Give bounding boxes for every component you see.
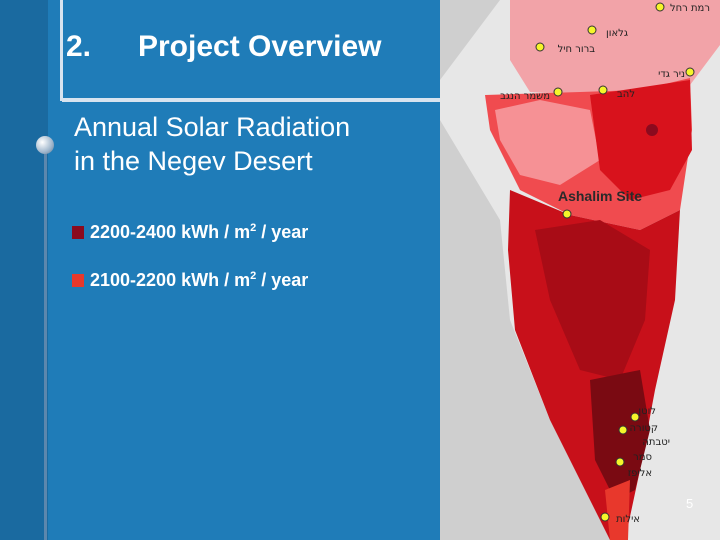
subtitle-line-1: Annual Solar Radiation	[74, 112, 351, 142]
pale-pocket	[495, 100, 600, 185]
subtitle: Annual Solar Radiation in the Negev Dese…	[74, 110, 350, 178]
town-ramat-rachel: רמת רחל	[670, 3, 710, 14]
town-bror-hayil: ברור חיל	[558, 44, 596, 55]
town-samar: סמר	[633, 452, 652, 463]
legend-swatch-medium	[72, 274, 84, 287]
town-markers	[535, 2, 695, 522]
legend-item-medium: 2100-2200 kWh / m2 / year	[72, 270, 308, 291]
decorative-line	[44, 150, 47, 540]
page-number: 5	[686, 496, 694, 511]
town-galon: גלאון	[606, 28, 628, 39]
title-divider	[62, 100, 452, 102]
legend-label-high: 2200-2400 kWh / m2 / year	[90, 222, 309, 242]
bullet-orb-icon	[36, 136, 54, 154]
south-darker-zone	[535, 220, 650, 380]
town-yotvata: יטבתה	[642, 437, 670, 448]
slide-number: 2.	[66, 30, 92, 63]
town-eilat: אילות	[616, 514, 640, 525]
town-mishmar-hanegev: משמר הנגב	[500, 91, 550, 102]
negev-radiation-map: רמת רחל גלאון ברור חיל ניר גדי משמר הנגב…	[440, 0, 720, 540]
arava-darkest-zone	[590, 370, 650, 500]
subtitle-line-2: in the Negev Desert	[74, 146, 313, 176]
legend-swatch-high	[72, 226, 84, 239]
legend-label-medium: 2100-2200 kWh / m2 / year	[90, 270, 309, 290]
east-dark-zone	[590, 80, 692, 200]
north-pale-zone	[510, 0, 720, 95]
town-elifaz: אליפז	[628, 468, 652, 479]
dark-spot	[646, 124, 658, 136]
eilat-zone	[605, 480, 630, 540]
site-label: Ashalim Site	[558, 188, 642, 204]
header-box	[60, 0, 448, 101]
left-band	[0, 0, 48, 540]
town-ketura: קטורה	[630, 423, 658, 434]
slide-title: Project Overview	[138, 30, 382, 63]
town-nir-gadi: ניר גדי	[658, 69, 685, 80]
town-lahav: להב	[617, 89, 635, 100]
legend-item-high: 2200-2400 kWh / m2 / year	[72, 222, 308, 243]
town-lotan: לוטן	[638, 406, 656, 417]
